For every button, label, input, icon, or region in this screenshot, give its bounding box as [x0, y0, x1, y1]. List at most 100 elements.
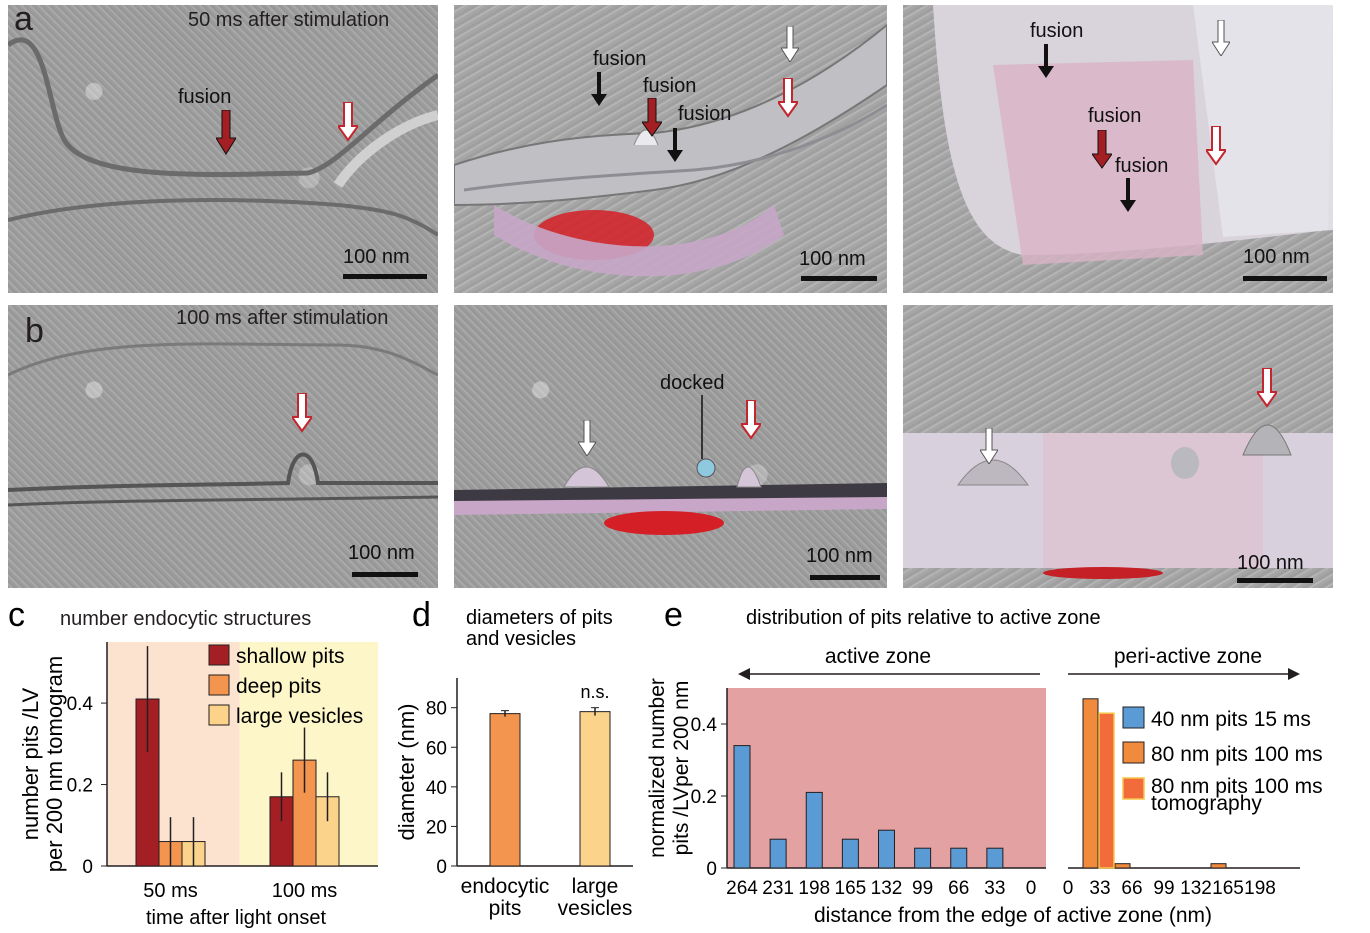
- membrane-3d-illustration: [454, 23, 887, 277]
- scale-label: 100 nm: [1243, 246, 1310, 268]
- legend-swatch: [208, 644, 230, 666]
- fusion-label: fusion: [643, 75, 697, 97]
- region-label-active-zone: active zone: [825, 645, 931, 668]
- y-tick-label: 60: [426, 738, 447, 759]
- membrane-illustration: [8, 342, 438, 507]
- y-tick-label: 0.4: [67, 694, 94, 715]
- x-axis-label: distance from the edge of active zone (n…: [814, 904, 1212, 927]
- x-tick-label: 165: [1212, 878, 1244, 899]
- scale-label: 100 nm: [799, 248, 866, 270]
- scale-bar: [1243, 276, 1327, 281]
- scale-bar: [801, 276, 877, 281]
- bar-40nm-pits-15ms: [878, 829, 895, 869]
- x-tick-label: 198: [798, 878, 830, 899]
- bar-80nm-pits-100ms: [1082, 698, 1099, 869]
- x-tick-label: 264: [726, 878, 758, 899]
- legend-label: 80 nm pits 100 ms: [1151, 743, 1323, 766]
- x-tick-label: 132: [871, 878, 903, 899]
- x-tick-label-line1: large: [572, 875, 619, 898]
- bar-40nm-pits-15ms: [914, 847, 932, 869]
- arrow-outline-red: [1257, 368, 1277, 408]
- x-tick-label: 198: [1244, 878, 1276, 899]
- y-axis-label-line2: pits /LVper 200 nm: [670, 681, 693, 856]
- legend-swatch: [1122, 706, 1145, 729]
- panel-b-3d-reconstruction: [454, 305, 887, 588]
- arrow-white: [1212, 20, 1230, 56]
- bar-40nm-pits-15ms: [805, 791, 823, 869]
- y-tick-label: 80: [426, 699, 447, 720]
- y-tick-label: 20: [426, 817, 447, 838]
- x-tick-label-line1: endocytic: [461, 875, 550, 898]
- fusion-label: fusion: [1088, 105, 1142, 127]
- legend-swatch: [1122, 741, 1145, 764]
- bar-80nm-pits-100ms: [1114, 863, 1131, 869]
- panel-b-tomogram-slice: [8, 305, 438, 588]
- panel-a-3d-reconstruction: [454, 5, 887, 293]
- chart-c: c number endocytic structures 0 0.2 0.4 numbe…: [8, 596, 378, 929]
- panel-b-3d-top-view: [903, 305, 1333, 588]
- scale-label: 100 nm: [348, 542, 415, 564]
- legend-swatch: [1122, 777, 1145, 800]
- arrow-black: [667, 128, 683, 162]
- active-zone-arrowhead: [738, 668, 750, 680]
- arrow-white: [781, 26, 799, 62]
- x-tick-label: 50 ms: [143, 880, 197, 902]
- time-label-100ms: 100 ms after stimulation: [176, 307, 389, 329]
- x-axis-label: time after light onset: [146, 907, 327, 929]
- scale-label: 100 nm: [343, 246, 410, 268]
- scale-label: 100 nm: [806, 545, 873, 567]
- bar-80nm-pits-100ms-tomography: [1098, 712, 1115, 869]
- x-tick-label: 99: [912, 878, 933, 899]
- arrow-black: [591, 72, 607, 106]
- x-tick-label-line2: vesicles: [558, 897, 633, 920]
- scale-bar: [810, 575, 880, 580]
- legend-label: shallow pits: [236, 645, 345, 668]
- panel-letter-c: c: [8, 596, 25, 634]
- scale-label: 100 nm: [1237, 552, 1304, 574]
- arrow-black: [1120, 178, 1136, 212]
- significance-annotation: n.s.: [580, 682, 609, 702]
- docked-pointer-line: [701, 395, 703, 459]
- region-label-peri-active-zone: peri-active zone: [1114, 645, 1262, 668]
- y-tick-label: 0.2: [691, 787, 717, 808]
- arrow-outline-red: [292, 393, 312, 433]
- arrow-white: [980, 428, 998, 464]
- bar-40nm-pits-15ms: [986, 847, 1004, 869]
- fusion-label: fusion: [1030, 20, 1084, 42]
- chart-title: number endocytic structures: [60, 608, 311, 630]
- y-tick-label: 40: [426, 778, 447, 799]
- chart-e: e distribution of pits relative to active…: [646, 596, 1323, 927]
- arrow-outline-red: [778, 78, 798, 118]
- arrow-black: [1038, 44, 1054, 78]
- panel-letter-b: b: [25, 312, 44, 350]
- arrow-outline-red: [1206, 126, 1226, 166]
- fusion-label: fusion: [593, 48, 647, 70]
- y-axis-label-line1: number pits /LV: [18, 687, 43, 840]
- docked-label: docked: [660, 372, 725, 394]
- x-tick-label: 0: [1063, 878, 1074, 899]
- panel-letter-a: a: [14, 0, 33, 38]
- time-label-50ms: 50 ms after stimulation: [188, 9, 390, 31]
- chart-title-line1: diameters of pits: [466, 607, 613, 629]
- chart-title: distribution of pits relative to active …: [746, 607, 1101, 629]
- y-axis-label-line2: per 200 nm tomogram: [42, 656, 67, 872]
- fusion-label: fusion: [678, 103, 732, 125]
- bar-40nm-pits-15ms: [950, 847, 968, 869]
- legend-label: 40 nm pits 15 ms: [1151, 708, 1311, 731]
- panel-a-3d-top-view: [903, 5, 1333, 293]
- x-tick-label: 0: [1026, 878, 1037, 899]
- x-tick-label-line2: pits: [489, 897, 522, 920]
- legend-swatch: [208, 704, 230, 726]
- peri-zone-arrowhead: [1288, 668, 1300, 680]
- bar-40nm-pits-15ms: [733, 745, 751, 869]
- arrow-dark-red: [642, 98, 662, 137]
- x-tick-label: 132: [1180, 878, 1212, 899]
- bar-40nm-pits-15ms: [769, 838, 787, 869]
- arrow-white: [578, 420, 596, 456]
- membrane-top-illustration: [903, 424, 1333, 579]
- y-axis-label-line1: normalized number: [646, 678, 669, 858]
- membrane-3d-illustration: [454, 458, 887, 535]
- fusion-label: fusion: [178, 86, 232, 108]
